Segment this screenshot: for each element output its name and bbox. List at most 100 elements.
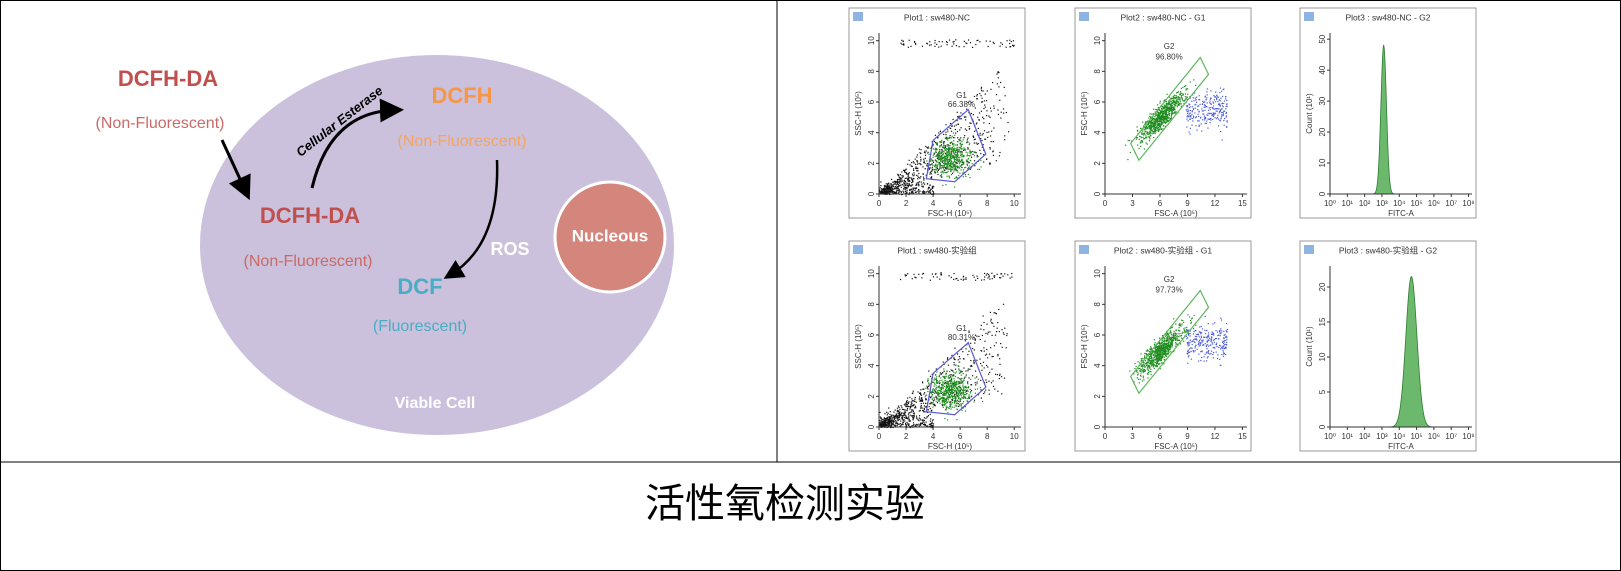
event-dot xyxy=(1208,118,1210,121)
event-dot xyxy=(889,184,891,186)
event-dot xyxy=(920,405,922,407)
event-dot xyxy=(964,148,966,150)
event-dot xyxy=(955,402,958,404)
event-dot xyxy=(888,186,890,188)
event-dot xyxy=(918,185,920,187)
event-dot xyxy=(1151,133,1153,135)
x-tick-label: 9 xyxy=(1185,199,1190,208)
event-dot xyxy=(965,394,967,396)
event-dot xyxy=(911,402,913,404)
event-dot xyxy=(890,189,892,191)
event-dot xyxy=(952,384,954,386)
event-dot xyxy=(947,384,950,386)
event-dot xyxy=(992,151,994,153)
y-tick-label: 10 xyxy=(1093,36,1102,45)
event-dot xyxy=(910,185,912,187)
event-dot xyxy=(897,180,899,182)
event-dot xyxy=(1142,357,1144,360)
event-dot xyxy=(1156,129,1158,131)
arrow xyxy=(443,159,499,279)
event-dot xyxy=(1177,100,1179,103)
event-dot xyxy=(1204,119,1206,121)
event-dot xyxy=(1212,347,1214,349)
event-dot xyxy=(888,423,890,425)
event-dot xyxy=(1172,102,1174,105)
label: DCFH xyxy=(431,83,492,108)
event-dot xyxy=(905,423,907,426)
event-dot xyxy=(1167,350,1170,352)
event-dot xyxy=(940,168,942,170)
event-dot xyxy=(1175,96,1178,99)
event-dot xyxy=(1174,112,1176,114)
event-dot xyxy=(1226,126,1228,128)
event-dot xyxy=(967,101,969,103)
plot-icon xyxy=(853,245,863,254)
event-dot xyxy=(1150,128,1152,130)
event-dot xyxy=(1140,365,1142,367)
event-dot xyxy=(1167,113,1170,115)
event-dot xyxy=(952,388,954,390)
event-dot xyxy=(882,191,885,194)
event-dot xyxy=(1148,140,1151,142)
event-dot xyxy=(908,423,910,425)
event-dot xyxy=(1182,319,1184,322)
event-dot xyxy=(1179,97,1181,99)
event-dot xyxy=(1145,130,1147,133)
event-dot xyxy=(1143,132,1146,135)
event-dot xyxy=(1140,375,1142,377)
event-dot xyxy=(956,143,958,146)
event-dot xyxy=(1186,326,1188,328)
event-dot xyxy=(949,405,951,408)
event-dot xyxy=(1149,127,1151,130)
event-dot xyxy=(903,185,905,187)
event-dot xyxy=(934,134,937,136)
event-dot xyxy=(894,425,897,427)
event-dot xyxy=(935,382,937,384)
event-dot xyxy=(983,161,985,163)
event-dot xyxy=(1226,344,1228,346)
event-dot xyxy=(1175,323,1177,325)
event-dot xyxy=(886,191,888,193)
event-dot xyxy=(965,386,967,388)
event-dot xyxy=(949,393,951,396)
event-dot xyxy=(1226,103,1228,105)
event-dot xyxy=(910,165,912,167)
event-dot xyxy=(967,166,970,169)
event-dot xyxy=(1162,128,1164,130)
event-dot xyxy=(1201,130,1203,132)
event-dot xyxy=(1155,112,1157,115)
event-dot xyxy=(1177,104,1179,106)
event-dot xyxy=(895,187,898,189)
event-dot xyxy=(945,409,947,411)
x-tick-label: 0 xyxy=(877,432,882,441)
event-dot xyxy=(943,155,945,157)
event-dot xyxy=(967,368,969,370)
event-dot xyxy=(1159,127,1161,129)
event-dot xyxy=(1198,98,1200,101)
event-dot xyxy=(883,417,885,420)
event-dot xyxy=(936,157,939,159)
event-dot xyxy=(944,403,946,405)
event-dot xyxy=(1141,132,1143,134)
event-dot xyxy=(880,181,882,183)
event-dot xyxy=(1152,359,1154,361)
event-dot xyxy=(1150,365,1153,367)
event-dot xyxy=(972,375,974,377)
event-dot xyxy=(897,418,899,421)
event-dot xyxy=(1223,341,1225,343)
event-dot xyxy=(934,168,936,171)
event-dot xyxy=(999,363,1001,365)
event-dot xyxy=(1195,99,1197,101)
event-dot xyxy=(1151,127,1153,129)
event-dot xyxy=(1177,97,1180,99)
event-dot xyxy=(1159,118,1161,120)
event-dot xyxy=(1007,274,1009,276)
event-dot xyxy=(1186,126,1188,128)
event-dot xyxy=(1206,357,1209,359)
event-dot xyxy=(1157,117,1159,119)
label: (Non-Fluorescent) xyxy=(244,253,373,270)
event-dot xyxy=(962,163,965,165)
event-dot xyxy=(1149,115,1151,117)
event-dot xyxy=(1202,339,1204,341)
x-tick-label: 10⁷ xyxy=(1445,199,1457,208)
